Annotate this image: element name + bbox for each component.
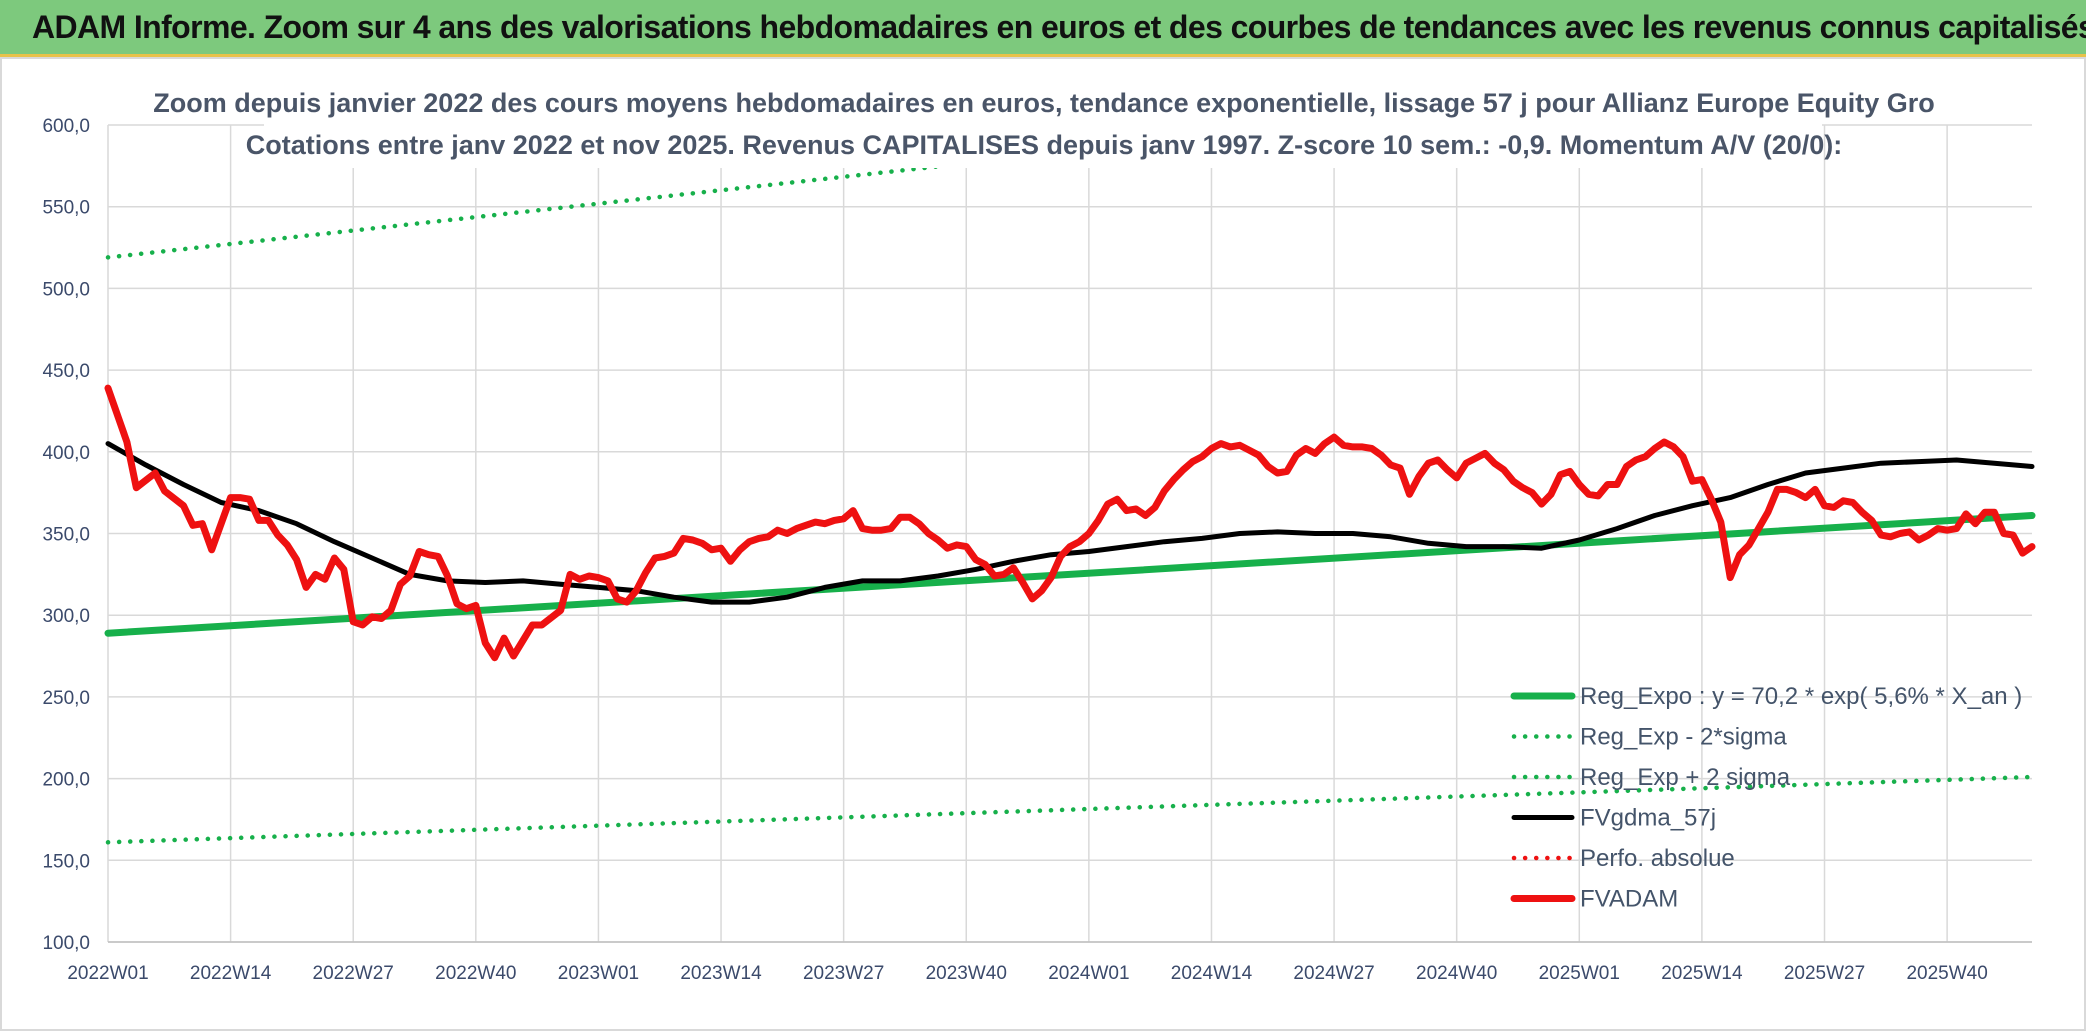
y-tick-label: 250,0: [42, 688, 90, 709]
chart-title-line2: Cotations entre janv 2022 et nov 2025. R…: [246, 130, 1843, 160]
legend-perfo-absolue-label: Perfo. absolue: [1580, 845, 1735, 872]
y-tick-label: 150,0: [42, 851, 90, 872]
y-tick-label: 200,0: [42, 770, 90, 791]
x-tick-label: 2022W14: [190, 963, 272, 984]
chart-frame: 100,0 150,0 200,0 250,0 300,0 350,0 400,0 450,0…: [0, 57, 2086, 1031]
y-tick-label: 350,0: [42, 525, 90, 546]
y-tick-label: 450,0: [42, 361, 90, 382]
legend-reg-exp-minus-2sigma-label: Reg_Exp - 2*sigma: [1580, 724, 1787, 751]
header-banner: ADAM Informe. Zoom sur 4 ans des valoris…: [0, 0, 2086, 57]
title-background: [264, 80, 1822, 168]
x-tick-label: 2023W40: [926, 963, 1007, 984]
y-tick-label: 400,0: [42, 443, 90, 464]
fvadam-line: [104, 384, 2036, 662]
x-tick-label: 2025W14: [1661, 963, 1743, 984]
line-chart: 100,0 150,0 200,0 250,0 300,0 350,0 400,0 450,0…: [42, 80, 2036, 984]
x-tick-label: 2023W14: [680, 963, 762, 984]
x-tick-label: 2022W40: [435, 963, 516, 984]
x-tick-label: 2023W01: [558, 963, 639, 984]
x-tick-label: 2025W27: [1784, 963, 1865, 984]
x-tick-label: 2024W01: [1048, 963, 1129, 984]
y-tick-label: 100,0: [42, 933, 90, 954]
x-tick-label: 2024W27: [1293, 963, 1374, 984]
reg-expo-line: [104, 512, 2036, 637]
fvgdma-57j-line: [105, 441, 2035, 605]
y-tick-label: 600,0: [42, 116, 90, 137]
x-tick-label: 2025W01: [1539, 963, 1620, 984]
header-title: ADAM Informe. Zoom sur 4 ans des valoris…: [32, 9, 2086, 45]
reg-exp-minus-2sigma-line: [105, 774, 2035, 845]
legend-reg-expo-label: Reg_Expo : y = 70,2 * exp( 5,6% * X_an ): [1580, 683, 2022, 710]
y-tick-label: 300,0: [42, 606, 90, 627]
x-tick-label: 2024W14: [1171, 963, 1253, 984]
x-tick-label: 2025W40: [1906, 963, 1987, 984]
chart-title-line1: Zoom depuis janvier 2022 des cours moyen…: [153, 88, 1935, 118]
x-tick-label: 2022W01: [67, 963, 148, 984]
x-tick-label: 2024W40: [1416, 963, 1497, 984]
x-tick-label: 2022W27: [313, 963, 394, 984]
legend-reg-exp-plus-2sigma-label: Reg_Exp + 2 sigma: [1580, 764, 1791, 791]
legend-fvadam-label: FVADAM: [1580, 886, 1678, 913]
y-tick-label: 500,0: [42, 279, 90, 300]
legend-fvgdma-57j-label: FVgdma_57j: [1580, 805, 1716, 832]
x-tick-label: 2023W27: [803, 963, 884, 984]
y-tick-label: 550,0: [42, 198, 90, 219]
